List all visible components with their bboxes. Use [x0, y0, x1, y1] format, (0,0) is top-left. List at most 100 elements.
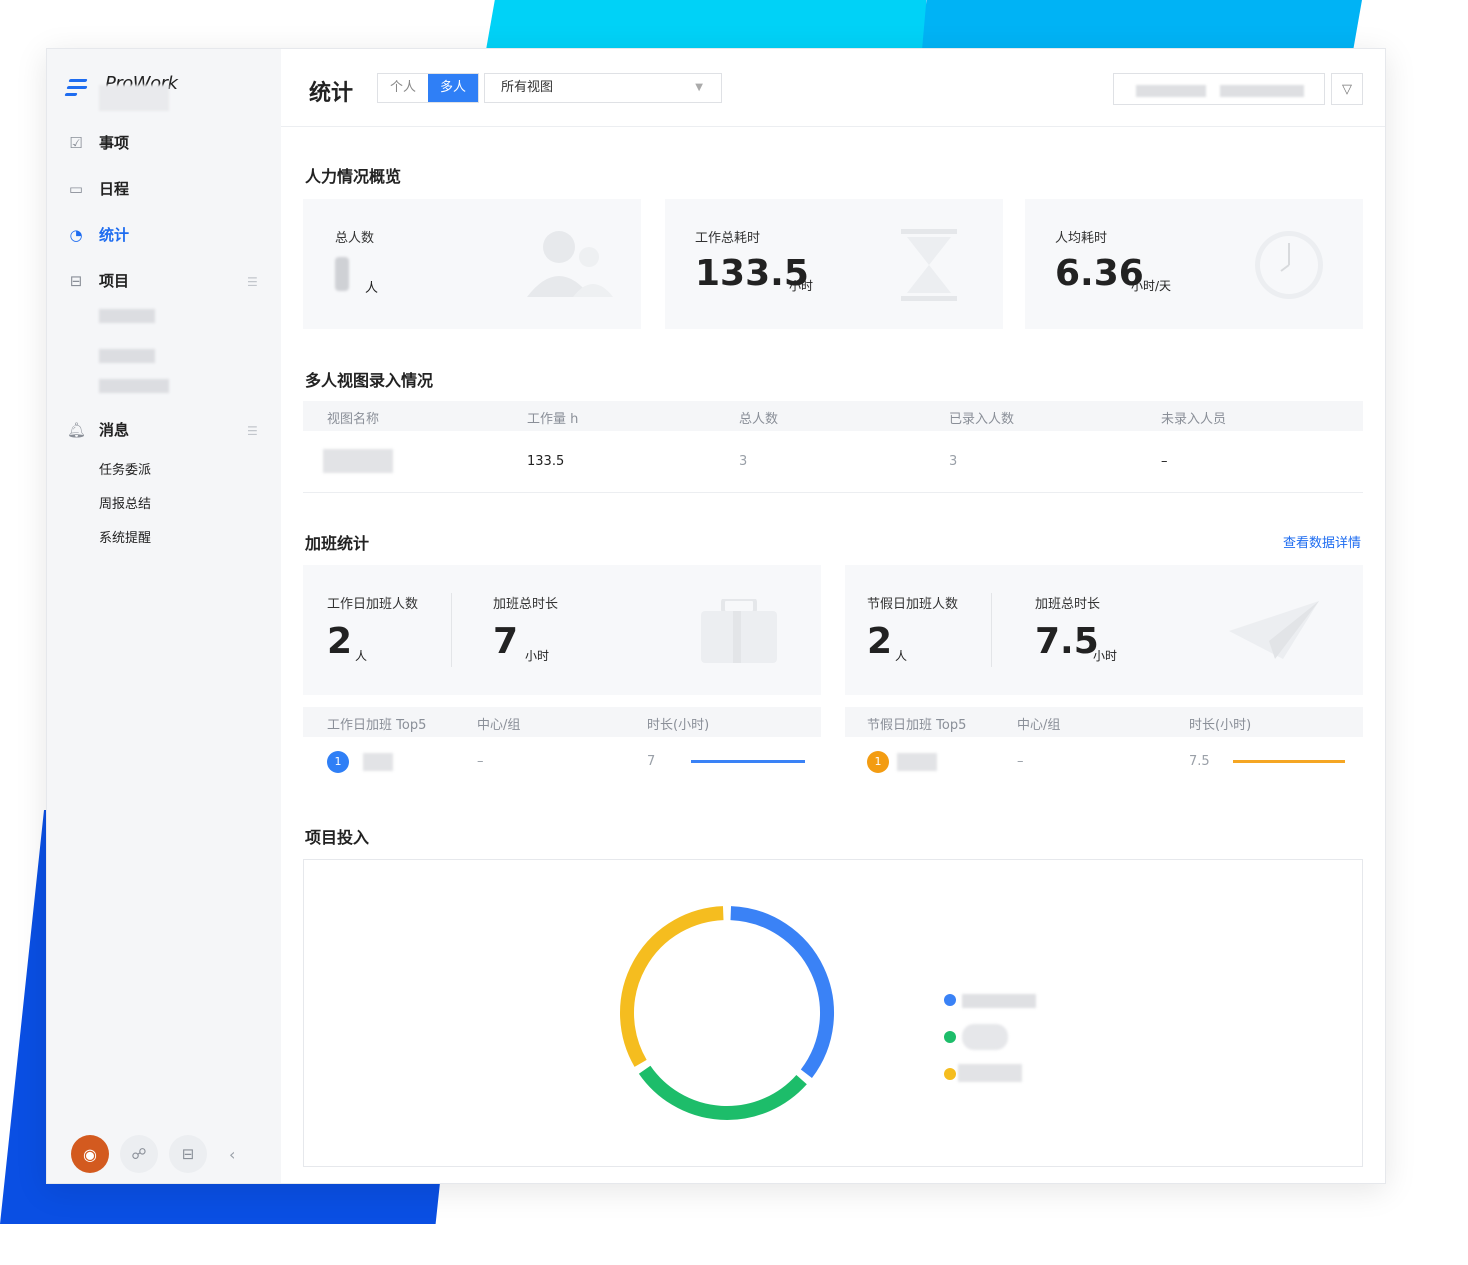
sidebar-item-schedule[interactable]: ▭ 日程 — [67, 178, 129, 199]
archive-icon[interactable]: ⊟ — [169, 1135, 207, 1173]
hours-unit: 小时 — [1093, 649, 1118, 663]
link-icon[interactable]: ☍ — [120, 1135, 158, 1173]
hours-cell: 7.5 — [1189, 754, 1210, 769]
view-details-link[interactable]: 查看数据详情 — [1283, 536, 1362, 551]
sidebar-subitem-task-delegation[interactable]: 任务委派 — [99, 463, 152, 478]
sidebar-item-label: 项目 — [99, 272, 130, 290]
workday-people-label: 工作日加班人数 — [327, 597, 419, 612]
holiday-people-label: 节假日加班人数 — [867, 597, 959, 612]
project-item-redacted[interactable] — [99, 379, 169, 393]
column-header: 工作量 h — [527, 412, 579, 427]
workday-hours-label: 加班总时长 — [493, 597, 559, 612]
scope-switch: 个人 多人 — [377, 73, 479, 103]
column-header: 工作日加班 Top5 — [327, 718, 427, 733]
holiday-hours-value: 7.5 — [1035, 621, 1099, 662]
sidebar-subitem-system-reminder[interactable]: 系统提醒 — [99, 531, 152, 546]
bell-icon: 🔔︎ — [67, 420, 87, 439]
sidebar-subitem-weekly-summary[interactable]: 周报总结 — [99, 497, 152, 512]
donut-slice — [730, 906, 834, 1079]
member-name-redacted — [363, 753, 393, 771]
tab-personal[interactable]: 个人 — [389, 80, 416, 95]
hours-bar — [691, 760, 805, 763]
briefcase-icon — [701, 599, 777, 663]
chevron-down-icon: ▼ — [695, 82, 703, 93]
holiday-hours-label: 加班总时长 — [1035, 597, 1101, 612]
view-select-value: 所有视图 — [501, 80, 554, 95]
clock-icon — [1255, 231, 1323, 299]
projects-menu-icon[interactable]: ☰ — [247, 275, 258, 289]
avg-hours-label: 人均耗时 — [1055, 231, 1108, 246]
column-header: 中心/组 — [477, 718, 521, 733]
entry-title: 多人视图录入情况 — [305, 371, 434, 390]
total-hours-unit: 小时 — [789, 279, 814, 293]
messages-menu-icon[interactable]: ☰ — [247, 424, 258, 438]
column-header: 时长(小时) — [1189, 718, 1252, 733]
project-item-redacted[interactable] — [99, 309, 155, 323]
workday-top5-header: 工作日加班 Top5 中心/组 时长(小时) — [303, 707, 821, 737]
member-name-redacted — [897, 753, 937, 771]
sidebar: ProWork ☑ 事项 ▭ 日程 ◔ 统计 ⊟ 项目 ☰ 🔔︎ 消息 ☰ 任务… — [47, 49, 281, 1183]
donut-slice — [638, 1065, 807, 1120]
hours-cell: 7 — [647, 754, 656, 769]
avg-hours-unit: 小时/天 — [1131, 279, 1172, 293]
sidebar-item-messages[interactable]: 🔔︎ 消息 — [67, 419, 129, 440]
rank-badge: 1 — [327, 751, 349, 773]
people-unit: 人 — [895, 649, 908, 663]
card-divider — [991, 593, 992, 667]
workday-people-value: 2 — [327, 621, 353, 662]
avatar[interactable]: ◉ — [71, 1135, 109, 1173]
legend-label-redacted — [962, 1024, 1008, 1050]
tab-multi[interactable]: 多人 — [428, 74, 478, 102]
missing-cell: – — [1161, 454, 1168, 469]
entered-cell: 3 — [949, 454, 958, 469]
holiday-overtime-card: 节假日加班人数 2 人 加班总时长 7.5 小时 — [845, 565, 1363, 695]
sidebar-item-label: 日程 — [99, 180, 130, 198]
main-content: 统计 个人 多人 所有视图 ▼ ▽ 人力情况概览 总人数 人 — [281, 49, 1385, 1183]
collapse-sidebar-icon[interactable]: ‹ — [229, 1144, 236, 1164]
workday-hours-value: 7 — [493, 621, 519, 662]
overtime-title: 加班统计 — [305, 534, 370, 553]
calendar-icon: ▭ — [68, 179, 84, 198]
view-name-redacted — [323, 449, 393, 473]
group-cell: – — [1017, 754, 1024, 769]
sidebar-item-label: 消息 — [99, 421, 130, 439]
donut-slice — [620, 906, 724, 1067]
total-people-unit: 人 — [365, 281, 379, 296]
holiday-people-value: 2 — [867, 621, 893, 662]
checkbox-icon: ☑ — [69, 133, 83, 152]
column-header: 未录入人员 — [1161, 412, 1227, 427]
sidebar-item-statistics[interactable]: ◔ 统计 — [67, 224, 129, 245]
total-people-card: 总人数 人 — [303, 199, 641, 329]
column-header: 中心/组 — [1017, 718, 1061, 733]
legend-label-redacted — [962, 994, 1036, 1008]
decor-stripe-top-right — [922, 0, 1362, 50]
date-range-input[interactable] — [1113, 73, 1325, 105]
filter-icon[interactable]: ▽ — [1331, 73, 1363, 105]
card-divider — [451, 593, 452, 667]
donut-chart — [620, 906, 834, 1120]
project-investment-chart — [303, 859, 1363, 1167]
people-icon — [527, 231, 613, 297]
people-unit: 人 — [355, 649, 368, 663]
row-divider — [303, 492, 1363, 493]
workload-cell: 133.5 — [527, 454, 565, 469]
project-title: 项目投入 — [305, 828, 370, 847]
decor-stripe-top-left — [486, 0, 926, 50]
hours-bar — [1233, 760, 1345, 763]
workday-overtime-card: 工作日加班人数 2 人 加班总时长 7 小时 — [303, 565, 821, 695]
legend-label-redacted — [958, 1064, 1022, 1082]
page-title: 统计 — [309, 81, 354, 106]
column-header: 视图名称 — [327, 412, 380, 427]
avg-hours-value: 6.36 — [1055, 253, 1144, 294]
workspace-name-redacted — [99, 85, 169, 111]
total-people-value-redacted — [335, 257, 349, 291]
project-item-redacted[interactable] — [99, 349, 155, 363]
sidebar-item-tasks[interactable]: ☑ 事项 — [67, 132, 129, 153]
sidebar-item-label: 事项 — [99, 134, 130, 152]
hours-unit: 小时 — [525, 649, 550, 663]
total-hours-value: 133.5 — [695, 253, 809, 294]
inbox-icon: ⊟ — [69, 271, 83, 290]
view-select[interactable]: 所有视图 ▼ — [484, 73, 722, 103]
total-cell: 3 — [739, 454, 748, 469]
sidebar-item-projects[interactable]: ⊟ 项目 — [67, 270, 129, 291]
